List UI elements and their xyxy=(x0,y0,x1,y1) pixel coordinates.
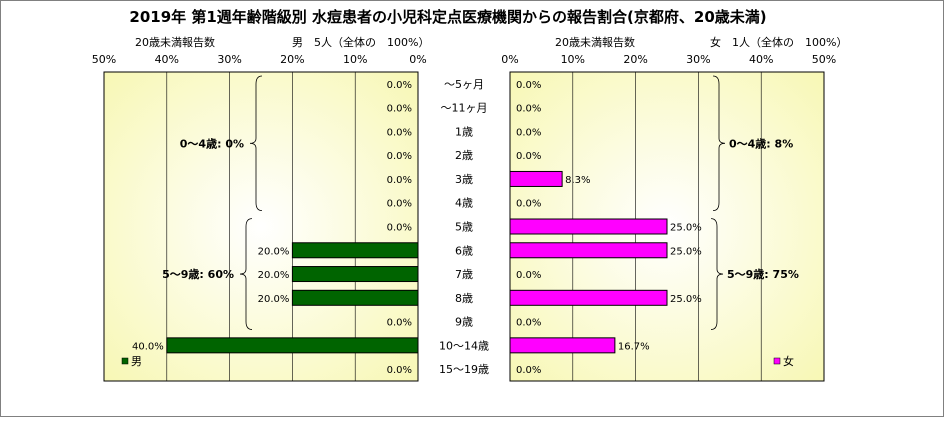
female-tick-label: 10% xyxy=(561,53,585,66)
female-value-label: 0.0% xyxy=(516,199,541,210)
category-label: 2歳 xyxy=(455,149,473,162)
female-value-label: 25.0% xyxy=(670,294,702,305)
male-value-label: 20.0% xyxy=(258,294,290,305)
female-legend-label: 女 xyxy=(783,354,794,368)
category-label: 6歳 xyxy=(455,244,473,257)
male-group-bracket xyxy=(239,218,253,330)
category-label: 7歳 xyxy=(455,268,473,281)
male-plot-area xyxy=(103,71,419,382)
male-value-label: 0.0% xyxy=(387,199,412,210)
female-value-label: 0.0% xyxy=(516,80,541,91)
male-value-label: 0.0% xyxy=(387,223,412,234)
male-value-label: 0.0% xyxy=(387,127,412,138)
male-bar xyxy=(291,289,419,306)
male-legend-label: 男 xyxy=(131,355,142,368)
male-value-label: 40.0% xyxy=(132,341,164,352)
male-value-label: 0.0% xyxy=(387,175,412,186)
category-label: 5歳 xyxy=(455,221,473,234)
male-value-label: 0.0% xyxy=(387,104,412,115)
male-group-bracket xyxy=(249,75,263,212)
category-label: ～11ヶ月 xyxy=(441,102,488,115)
female-group-label: 0～4歳: 8% xyxy=(729,136,793,150)
female-value-label: 0.0% xyxy=(516,104,541,115)
male-value-label: 20.0% xyxy=(258,246,290,257)
female-value-label: 0.0% xyxy=(516,127,541,138)
category-label: 4歳 xyxy=(455,197,473,210)
male-header: 男 5人（全体の 100%） xyxy=(292,35,429,49)
male-bar xyxy=(166,337,419,354)
female-group-bracket xyxy=(712,75,726,212)
female-tick-label: 40% xyxy=(749,53,773,66)
male-value-label: 0.0% xyxy=(387,151,412,162)
category-label: ～5ヶ月 xyxy=(444,78,484,91)
female-legend-swatch xyxy=(773,357,781,365)
male-tick-label: 50% xyxy=(92,53,116,66)
female-axis-label: 20歳未満報告数 xyxy=(555,36,635,49)
female-value-label: 0.0% xyxy=(516,365,541,376)
female-value-label: 25.0% xyxy=(670,223,702,234)
category-label: 3歳 xyxy=(455,173,473,186)
male-group-label: 0～4歳: 0% xyxy=(180,136,244,150)
female-bar xyxy=(509,218,668,235)
female-value-label: 16.7% xyxy=(618,341,650,352)
category-label: 8歳 xyxy=(455,292,473,305)
male-tick-label: 20% xyxy=(280,53,304,66)
male-group-label: 5～9歳: 60% xyxy=(162,267,234,281)
female-value-label: 0.0% xyxy=(516,318,541,329)
female-group-bracket xyxy=(710,218,724,330)
category-label: 15～19歳 xyxy=(439,363,489,376)
female-bar xyxy=(509,170,563,187)
male-value-label: 0.0% xyxy=(387,80,412,91)
female-tick-label: 0% xyxy=(501,53,518,66)
male-tick-label: 10% xyxy=(343,53,367,66)
male-legend-swatch xyxy=(121,357,129,365)
male-tick-label: 30% xyxy=(217,53,241,66)
female-bar xyxy=(509,242,668,259)
male-tick-label: 40% xyxy=(155,53,179,66)
category-label: 10～14歳 xyxy=(439,339,489,352)
female-header: 女 1人（全体の 100%） xyxy=(710,35,847,49)
male-bar xyxy=(291,242,419,259)
female-tick-label: 20% xyxy=(623,53,647,66)
female-tick-label: 30% xyxy=(686,53,710,66)
female-bar xyxy=(509,289,668,306)
female-bar xyxy=(509,337,616,354)
male-axis-label: 20歳未満報告数 xyxy=(135,36,215,49)
male-value-label: 0.0% xyxy=(387,365,412,376)
chart-title: 2019年 第1週年齢階級別 水痘患者の小児科定点医療機関からの報告割合(京都府… xyxy=(129,8,766,26)
female-value-label: 8.3% xyxy=(565,175,590,186)
female-value-label: 0.0% xyxy=(516,151,541,162)
male-tick-label: 0% xyxy=(409,53,426,66)
male-bar xyxy=(291,266,419,283)
female-group-label: 5～9歳: 75% xyxy=(727,267,799,281)
female-value-label: 25.0% xyxy=(670,246,702,257)
category-label: 1歳 xyxy=(455,125,473,138)
female-tick-label: 50% xyxy=(812,53,836,66)
category-label: 9歳 xyxy=(455,316,473,329)
female-value-label: 0.0% xyxy=(516,270,541,281)
male-value-label: 20.0% xyxy=(258,270,290,281)
male-value-label: 0.0% xyxy=(387,318,412,329)
